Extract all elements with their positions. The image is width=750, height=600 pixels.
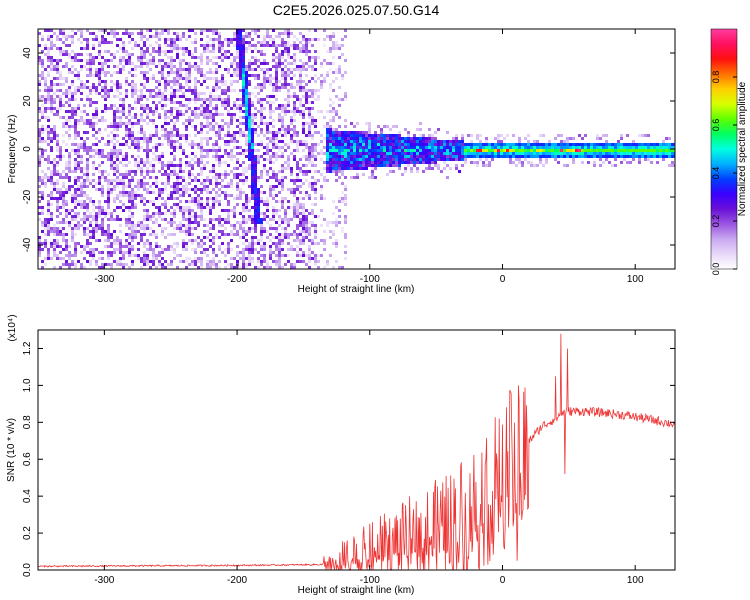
x-tick-label: -200 xyxy=(227,575,247,586)
y-tick-label: -20 xyxy=(22,189,33,204)
spectrogram-x-label: Height of straight line (km) xyxy=(298,284,415,295)
y-tick-label: -40 xyxy=(22,237,33,252)
heatmap-cells xyxy=(38,29,675,269)
colorbar: 0.0 0.2 0.4 0.6 0.8 Normalized spectral ampl… xyxy=(710,28,748,276)
chart-title: C2E5.2026.025.07.50.G14 xyxy=(273,2,440,18)
snr-y-ticks: 0.0 0.2 0.4 0.6 0.8 1.0 1.2 xyxy=(22,341,675,577)
spectrogram-x-ticks: -300 -200 -100 0 100 xyxy=(94,29,644,285)
x-tick-label: -300 xyxy=(94,274,114,285)
spectrogram-y-ticks: -40 -20 0 20 40 xyxy=(22,47,675,252)
colorbar-tick-label: 0.4 xyxy=(711,167,721,180)
x-tick-label: -100 xyxy=(360,274,380,285)
x-tick-label: -100 xyxy=(360,575,380,586)
x-tick-label: 0 xyxy=(500,575,506,586)
snr-multiplier-label: (x10⁴) xyxy=(7,314,18,341)
y-tick-label: 40 xyxy=(22,47,33,59)
colorbar-tick-label: 0.2 xyxy=(711,215,721,228)
y-tick-label: 0.2 xyxy=(22,526,33,540)
x-tick-label: 100 xyxy=(627,274,644,285)
colorbar-gradient xyxy=(710,28,738,270)
colorbar-tick-label: 0.0 xyxy=(711,263,721,276)
colorbar-tick-label: 0.6 xyxy=(711,119,721,132)
y-tick-label: 0.0 xyxy=(22,563,33,577)
colorbar-tick-label: 0.8 xyxy=(711,71,721,84)
snr-series-line xyxy=(38,333,675,570)
y-tick-label: 0 xyxy=(22,146,33,152)
x-tick-label: -200 xyxy=(227,274,247,285)
snr-x-label: Height of straight line (km) xyxy=(298,585,415,596)
snr-x-ticks: -300 -200 -100 0 100 xyxy=(94,330,644,586)
y-tick-label: 1.2 xyxy=(22,341,33,355)
x-tick-label: -300 xyxy=(94,575,114,586)
snr-frame xyxy=(37,329,676,571)
y-tick-label: 0.4 xyxy=(22,489,33,503)
spectrogram-y-label: Frequency (Hz) xyxy=(7,115,18,184)
y-tick-label: 0.8 xyxy=(22,415,33,429)
y-tick-label: 20 xyxy=(22,95,33,107)
x-tick-label: 0 xyxy=(500,274,506,285)
snr-panel: -300 -200 -100 0 100 0.0 0.2 0.4 0.6 0.8 1.0 1.2 H… xyxy=(6,314,676,596)
snr-y-label: SNR (10 * v/v) xyxy=(6,418,17,482)
y-tick-label: 1.0 xyxy=(22,378,33,392)
colorbar-ticks: 0.0 0.2 0.4 0.6 0.8 xyxy=(711,71,737,276)
y-tick-label: 0.6 xyxy=(22,452,33,466)
x-tick-label: 100 xyxy=(627,575,644,586)
colorbar-label: Normalized spectral amplitude xyxy=(737,81,748,216)
